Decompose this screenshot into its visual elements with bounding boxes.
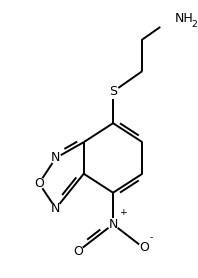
Text: NH: NH	[174, 13, 193, 26]
Text: O: O	[139, 242, 149, 254]
Text: N: N	[108, 218, 118, 231]
Text: N: N	[51, 202, 61, 215]
Text: S: S	[109, 85, 117, 98]
Text: N: N	[51, 152, 61, 165]
Text: 2: 2	[191, 20, 197, 29]
Text: +: +	[119, 208, 127, 217]
Text: O: O	[34, 177, 44, 190]
Text: -: -	[150, 233, 153, 242]
Text: O: O	[73, 245, 83, 258]
